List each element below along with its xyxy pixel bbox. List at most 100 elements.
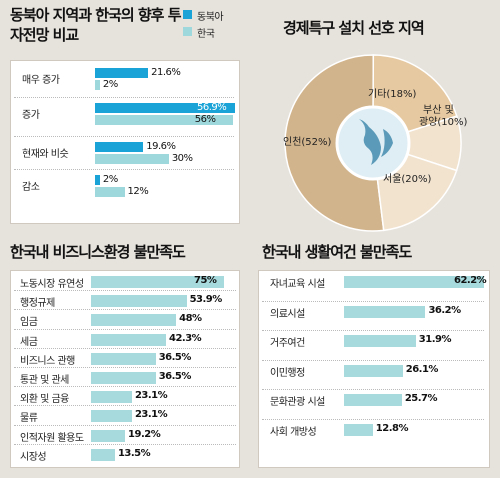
row-separator — [262, 300, 484, 302]
row-separator — [14, 309, 236, 311]
bar — [344, 364, 403, 377]
value-label: 75% — [194, 275, 217, 286]
category-label: 노동시장 유연성 — [20, 279, 84, 290]
value-label: 2% — [102, 79, 118, 90]
bar-northeast — [95, 68, 149, 78]
value-label: 2% — [102, 174, 118, 185]
category-label: 시장성 — [20, 451, 47, 463]
value-label: 36.5% — [158, 351, 192, 363]
pie-slice-label: 인천(52%) — [283, 136, 332, 148]
legend-swatch-korea — [183, 27, 192, 36]
map-landmass-icon — [381, 129, 393, 157]
bar — [344, 305, 426, 318]
pie-slice-label: 서울(20%) — [383, 173, 432, 185]
value-label: 56.9% — [197, 102, 227, 113]
bar — [91, 448, 115, 461]
bar-korea — [95, 187, 125, 197]
value-label: 56% — [194, 114, 216, 125]
bar — [344, 335, 416, 347]
category-label: 임금 — [20, 317, 38, 329]
bar — [91, 314, 177, 327]
bar — [91, 391, 132, 404]
bar — [344, 276, 484, 288]
value-label: 31.9% — [418, 334, 452, 345]
legend-label-korea: 한국 — [197, 29, 215, 40]
category-label: 의료시설 — [270, 308, 305, 320]
pie-chart: 인천(52%) 서울(20%) 부산 및 광양(10%)기타(18%) — [283, 54, 468, 232]
row-separator — [14, 424, 236, 426]
row-separator — [262, 359, 484, 361]
bar-northeast — [95, 175, 100, 185]
category-label: 거주여건 — [270, 338, 305, 349]
living-title: 한국내 생활여건 불만족도 — [262, 243, 412, 261]
row-separator — [14, 136, 234, 137]
category-label: 세금 — [20, 336, 38, 348]
value-label: 19.6% — [146, 141, 176, 152]
investment-category-label: 증가 — [22, 110, 40, 121]
bar-korea — [95, 80, 100, 90]
investment-category-label: 감소 — [22, 182, 40, 193]
row-separator — [14, 367, 236, 368]
value-label: 25.7% — [404, 393, 438, 404]
legend-label-northeast: 동북아 — [197, 12, 224, 23]
row-separator — [262, 418, 484, 420]
investment-outlook-title: 동북아 지역과 한국의 향후 투자전망 비교 — [10, 6, 182, 44]
bar — [91, 333, 166, 346]
bar — [344, 423, 373, 436]
value-label: 12% — [127, 186, 149, 197]
legend-swatch-northeast — [183, 10, 192, 19]
pie-slice — [284, 54, 385, 232]
row-separator — [14, 386, 236, 388]
category-label: 물류 — [20, 413, 38, 425]
row-separator — [14, 405, 236, 407]
category-label: 문화관광 시설 — [270, 397, 325, 408]
value-label: 12.8% — [375, 422, 409, 434]
pie-slice-label: 기타(18%) — [368, 88, 417, 100]
investment-category-label: 현재와 비슷 — [22, 149, 69, 160]
category-label: 인적자원 활용도 — [20, 432, 84, 444]
value-label: 30% — [171, 153, 193, 164]
value-label: 62.2% — [454, 275, 487, 286]
row-separator — [14, 97, 234, 98]
category-label: 이민행정 — [270, 367, 305, 379]
category-label: 사회 개방성 — [270, 426, 317, 438]
bar-korea — [95, 115, 233, 125]
value-label: 53.9% — [189, 294, 223, 306]
value-label: 26.1% — [405, 363, 439, 375]
row-separator — [262, 389, 484, 390]
value-label: 42.3% — [169, 332, 202, 344]
value-label: 36.5% — [158, 371, 192, 382]
category-label: 행정규제 — [20, 298, 55, 310]
value-label: 48% — [179, 313, 202, 325]
category-label: 자녀교육 시설 — [270, 279, 325, 290]
bar-korea — [95, 154, 169, 164]
row-separator — [14, 347, 236, 349]
pie-slice-label: 부산 및 광양(10%) — [419, 104, 468, 128]
category-label: 비즈니스 관행 — [20, 355, 75, 367]
bar — [344, 394, 402, 406]
investment-category-label: 매우 증가 — [22, 75, 60, 86]
bar — [91, 429, 126, 442]
business-title: 한국내 비즈니스환경 불만족도 — [10, 243, 186, 261]
category-label: 외환 및 금융 — [20, 394, 69, 406]
row-separator — [14, 169, 234, 170]
value-label: 23.1% — [134, 409, 168, 421]
map-landmass-icon — [359, 119, 381, 165]
row-separator — [14, 290, 236, 292]
bar-northeast — [95, 142, 144, 152]
bar — [91, 372, 156, 384]
value-label: 36.2% — [428, 304, 461, 316]
value-label: 19.2% — [128, 428, 161, 440]
row-separator — [14, 443, 236, 445]
pie-title: 경제특구 설치 선호 지역 — [283, 19, 425, 37]
bar — [91, 295, 187, 308]
value-label: 13.5% — [117, 447, 151, 459]
bar — [91, 352, 156, 365]
value-label: 23.1% — [134, 390, 168, 402]
category-label: 통관 및 관세 — [20, 375, 69, 386]
value-label: 21.6% — [151, 67, 181, 78]
bar — [91, 410, 132, 423]
bar — [91, 276, 224, 288]
bar-northeast — [95, 103, 235, 113]
row-separator — [262, 330, 484, 331]
